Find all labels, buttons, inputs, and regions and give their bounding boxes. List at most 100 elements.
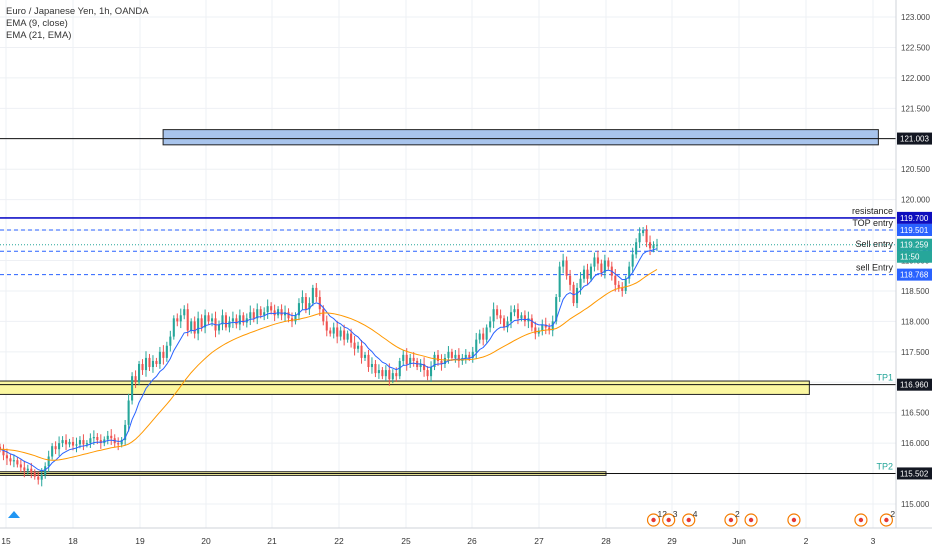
candle[interactable] xyxy=(2,449,5,456)
candle[interactable] xyxy=(44,466,47,475)
candle[interactable] xyxy=(558,266,561,298)
candle[interactable] xyxy=(377,370,380,374)
candle[interactable] xyxy=(569,275,572,285)
candle[interactable] xyxy=(655,244,659,246)
candle[interactable] xyxy=(144,357,148,371)
candle[interactable] xyxy=(249,312,252,319)
candle[interactable] xyxy=(58,443,61,450)
candle[interactable] xyxy=(190,321,193,331)
candle[interactable] xyxy=(357,345,360,349)
candle[interactable] xyxy=(412,357,415,361)
candle[interactable] xyxy=(589,266,592,279)
candle[interactable] xyxy=(353,342,356,349)
candle[interactable] xyxy=(433,354,436,368)
candle[interactable] xyxy=(405,354,408,364)
candle[interactable] xyxy=(162,351,165,358)
candle[interactable] xyxy=(402,354,405,361)
candle[interactable] xyxy=(224,315,227,328)
candle[interactable] xyxy=(489,321,492,328)
candle[interactable] xyxy=(54,446,57,450)
candle[interactable] xyxy=(513,309,516,313)
current-price-tag[interactable] xyxy=(897,238,932,251)
symbol-title[interactable]: Euro / Japanese Yen, 1h, OANDA xyxy=(6,6,149,17)
candle[interactable] xyxy=(68,441,71,445)
candle[interactable] xyxy=(395,373,398,377)
candle[interactable] xyxy=(12,460,15,462)
candle[interactable] xyxy=(280,309,283,316)
candle[interactable] xyxy=(423,363,426,371)
candle[interactable] xyxy=(593,257,596,267)
candle[interactable] xyxy=(468,354,471,358)
candle[interactable] xyxy=(40,474,43,480)
candle[interactable] xyxy=(183,309,186,316)
candle[interactable] xyxy=(649,242,652,249)
candle[interactable] xyxy=(252,312,255,319)
candle[interactable] xyxy=(523,315,526,322)
candle[interactable] xyxy=(520,315,523,319)
candle[interactable] xyxy=(509,312,513,322)
candle[interactable] xyxy=(131,376,134,401)
candle[interactable] xyxy=(339,330,342,337)
ema-slow-legend[interactable]: EMA (21, EMA) xyxy=(6,30,72,41)
price-tag[interactable] xyxy=(897,467,932,480)
candle[interactable] xyxy=(409,357,412,364)
candle[interactable] xyxy=(363,354,367,358)
candle[interactable] xyxy=(141,363,144,371)
candle[interactable] xyxy=(443,357,446,364)
candle[interactable] xyxy=(544,324,547,328)
countdown-tag[interactable] xyxy=(897,250,932,263)
candle[interactable] xyxy=(158,351,161,364)
candle[interactable] xyxy=(419,363,422,368)
candle[interactable] xyxy=(336,327,339,337)
candle[interactable] xyxy=(478,333,481,340)
candle[interactable] xyxy=(325,321,328,331)
candle[interactable] xyxy=(464,354,467,358)
candle[interactable] xyxy=(138,363,141,383)
candle[interactable] xyxy=(235,318,238,325)
candle[interactable] xyxy=(562,260,565,267)
candle[interactable] xyxy=(621,287,624,291)
candle[interactable] xyxy=(367,354,370,368)
candle[interactable] xyxy=(134,376,137,383)
candle[interactable] xyxy=(117,443,120,445)
candle[interactable] xyxy=(217,324,221,331)
candle[interactable] xyxy=(308,303,311,310)
candle[interactable] xyxy=(176,318,179,322)
candle[interactable] xyxy=(47,456,50,467)
candle[interactable] xyxy=(343,330,346,340)
price-tag[interactable] xyxy=(897,268,932,281)
candle[interactable] xyxy=(350,333,353,343)
candle[interactable] xyxy=(457,354,460,361)
candle[interactable] xyxy=(270,306,273,311)
candle[interactable] xyxy=(360,345,363,358)
candle[interactable] xyxy=(228,321,231,328)
candle[interactable] xyxy=(440,360,443,364)
candle[interactable] xyxy=(82,440,85,445)
candle[interactable] xyxy=(311,287,314,304)
candle[interactable] xyxy=(89,438,92,444)
candle[interactable] xyxy=(572,284,575,304)
candle[interactable] xyxy=(384,370,387,377)
candle[interactable] xyxy=(506,321,509,328)
candle[interactable] xyxy=(471,351,474,358)
candle[interactable] xyxy=(263,312,266,316)
candle[interactable] xyxy=(124,424,127,441)
candle[interactable] xyxy=(370,363,373,368)
candle[interactable] xyxy=(287,312,290,319)
candle[interactable] xyxy=(607,260,610,267)
candle[interactable] xyxy=(582,269,586,279)
candle[interactable] xyxy=(374,363,377,374)
candle[interactable] xyxy=(576,287,579,304)
candle[interactable] xyxy=(238,315,241,325)
candle[interactable] xyxy=(635,242,638,255)
candle[interactable] xyxy=(204,315,207,328)
candle[interactable] xyxy=(551,321,554,331)
candle[interactable] xyxy=(450,351,453,358)
candle[interactable] xyxy=(197,318,200,334)
candle[interactable] xyxy=(527,318,530,322)
candle[interactable] xyxy=(645,230,648,243)
ema-fast-line[interactable] xyxy=(0,248,658,472)
candle[interactable] xyxy=(231,318,234,322)
price-tag[interactable] xyxy=(897,211,932,224)
